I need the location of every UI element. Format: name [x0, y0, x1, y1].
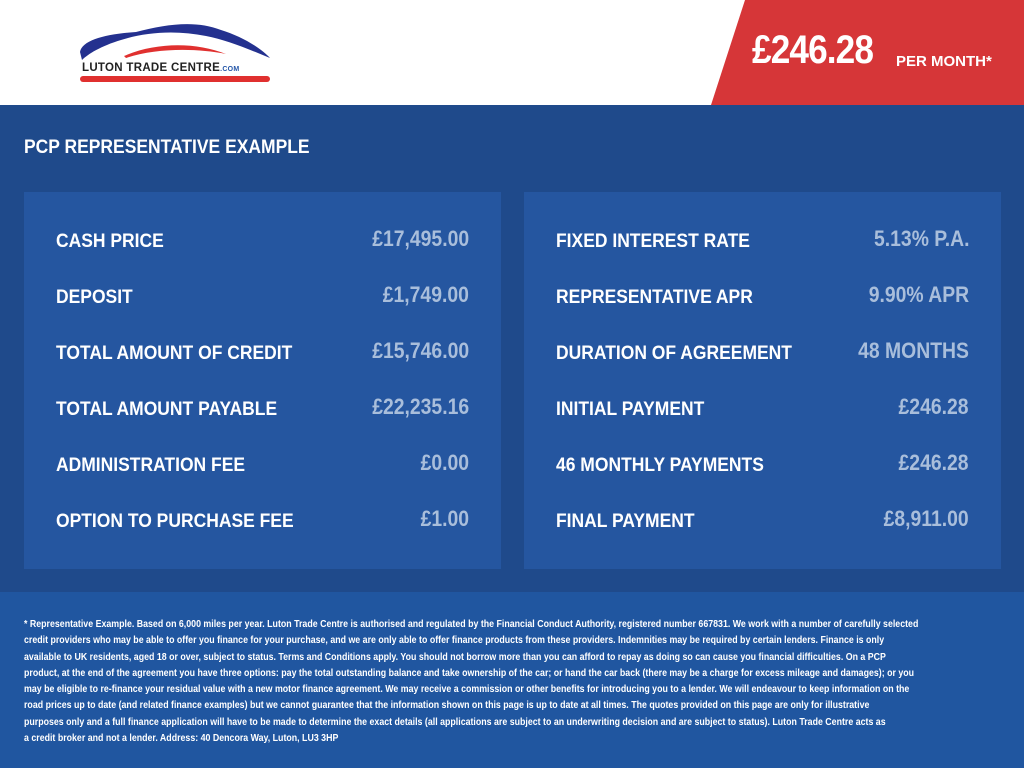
row-value: £1,749.00 — [382, 282, 469, 307]
right-panel: FIXED INTEREST RATE 5.13% P.A. REPRESENTAT… — [524, 192, 1001, 569]
row-label: DURATION OF AGREEMENT — [556, 343, 792, 364]
finance-row: INITIAL PAYMENT £246.28 — [556, 382, 969, 438]
finance-row: TOTAL AMOUNT PAYABLE £22,235.16 — [56, 382, 469, 438]
row-label: 46 MONTHLY PAYMENTS — [556, 455, 764, 476]
finance-row: OPTION TO PURCHASE FEE £1.00 — [56, 494, 469, 550]
finance-row: DURATION OF AGREEMENT 48 MONTHS — [556, 326, 969, 382]
left-panel: CASH PRICE £17,495.00 DEPOSIT £1,749.00 TOTA… — [24, 192, 501, 569]
finance-row: ADMINISTRATION FEE £0.00 — [56, 438, 469, 494]
finance-row: 46 MONTHLY PAYMENTS £246.28 — [556, 438, 969, 494]
disclaimer-line: purposes only and a full finance applica… — [24, 715, 886, 728]
row-label: INITIAL PAYMENT — [556, 399, 705, 420]
row-label: TOTAL AMOUNT OF CREDIT — [56, 343, 293, 364]
disclaimer-line: credit providers who may be able to offe… — [24, 634, 885, 647]
disclaimer-line: * Representative Example. Based on 6,000… — [24, 618, 919, 630]
disclaimer-line: product, at the end of the agreement you… — [24, 666, 915, 679]
disclaimer-line: road prices up to date (and related fina… — [24, 699, 870, 712]
logo-text: LUTON TRADE CENTRE.COM — [82, 62, 240, 74]
section-title: PCP REPRESENTATIVE EXAMPLE — [24, 137, 310, 158]
monthly-price: £246.28 — [752, 28, 874, 72]
row-label: ADMINISTRATION FEE — [56, 455, 246, 476]
car-logo-icon — [80, 24, 270, 82]
finance-row: CASH PRICE £17,495.00 — [56, 214, 469, 270]
finance-row: DEPOSIT £1,749.00 — [56, 270, 469, 326]
row-value: £246.28 — [899, 450, 969, 475]
finance-row: TOTAL AMOUNT OF CREDIT £15,746.00 — [56, 326, 469, 382]
row-label: OPTION TO PURCHASE FEE — [56, 511, 294, 532]
finance-row: REPRESENTATIVE APR 9.90% APR — [556, 270, 969, 326]
row-value: £8,911.00 — [883, 506, 969, 531]
row-value: 9.90% APR — [868, 282, 969, 307]
row-value: £246.28 — [899, 394, 969, 419]
row-value: 5.13% P.A. — [873, 226, 969, 251]
row-label: DEPOSIT — [56, 287, 133, 308]
finance-row: FINAL PAYMENT £8,911.00 — [556, 494, 969, 550]
row-value: £17,495.00 — [372, 226, 469, 251]
per-month-label: PER MONTH* — [896, 53, 992, 70]
row-label: CASH PRICE — [56, 231, 164, 252]
row-label: FIXED INTEREST RATE — [556, 231, 750, 252]
row-value: £0.00 — [420, 450, 469, 475]
disclaimer-line: may be eligible to re-finance your resid… — [24, 683, 910, 696]
row-label: REPRESENTATIVE APR — [556, 287, 753, 308]
row-value: £1.00 — [420, 506, 469, 531]
disclaimer: * Representative Example. Based on 6,000… — [0, 592, 1024, 768]
row-value: £15,746.00 — [372, 338, 469, 363]
finance-row: FIXED INTEREST RATE 5.13% P.A. — [556, 214, 969, 270]
row-label: FINAL PAYMENT — [556, 511, 695, 532]
row-value: £22,235.16 — [372, 394, 469, 419]
disclaimer-line: a credit broker and not a lender. Addres… — [24, 732, 339, 745]
row-label: TOTAL AMOUNT PAYABLE — [56, 399, 278, 420]
row-value: 48 MONTHS — [858, 338, 969, 363]
disclaimer-line: available to UK residents, aged 18 or ov… — [24, 650, 886, 663]
price-banner — [711, 0, 1024, 105]
